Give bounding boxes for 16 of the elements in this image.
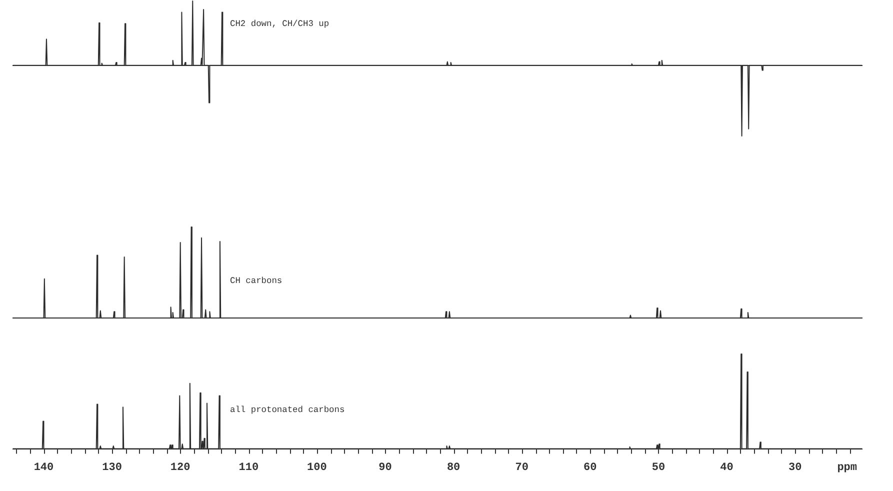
x-tick-label: 90 bbox=[378, 462, 392, 474]
x-tick-label: 80 bbox=[446, 462, 460, 474]
x-tick-label: 60 bbox=[584, 462, 597, 474]
x-axis-title: ppm bbox=[837, 462, 858, 474]
x-tick-label: 70 bbox=[515, 462, 528, 474]
x-tick-label: 110 bbox=[238, 462, 259, 474]
x-tick-label: 120 bbox=[170, 462, 190, 474]
x-tick-label: 130 bbox=[102, 462, 122, 474]
text: all protonated carbons bbox=[230, 405, 345, 415]
x-tick-label: 140 bbox=[34, 462, 54, 474]
text: CH2 down, CH/CH3 up bbox=[230, 19, 330, 29]
x-tick-label: 30 bbox=[788, 462, 802, 474]
text: CH carbons bbox=[230, 276, 282, 286]
x-tick-label: 100 bbox=[307, 462, 327, 474]
x-tick-label: 50 bbox=[652, 462, 666, 474]
x-tick-label: 40 bbox=[720, 462, 734, 474]
